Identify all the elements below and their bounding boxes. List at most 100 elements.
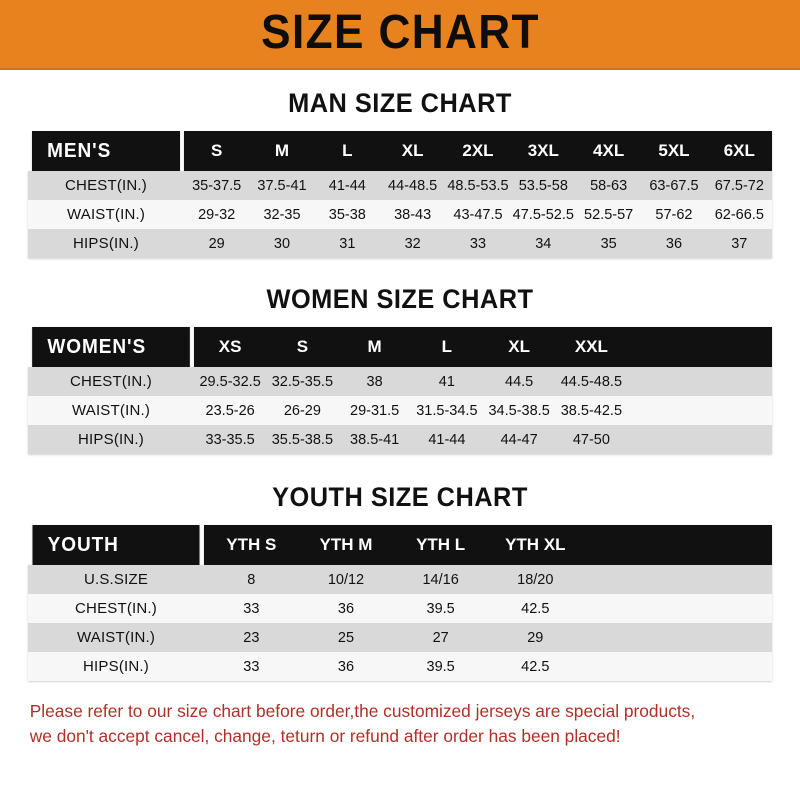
men-cell: 32: [379, 229, 446, 258]
women-table-header: WOMEN'S XS S M L XL XXL: [28, 327, 772, 367]
men-cell: 32-35: [249, 200, 315, 229]
youth-cell: 42.5: [487, 652, 583, 681]
men-cell: 37.5-41: [249, 171, 315, 200]
women-column-header: XS: [194, 327, 267, 367]
table-row: HIPS(IN.) 33 36 39.5 42.5: [28, 652, 772, 681]
youth-column-header: YTH L: [393, 525, 488, 565]
youth-cell: 25: [298, 623, 394, 652]
men-cell: 34: [510, 229, 576, 258]
men-column-header: M: [249, 131, 315, 171]
youth-cell: 33: [204, 594, 299, 623]
women-cell: [627, 396, 700, 425]
women-size-table: WOMEN'S XS S M L XL XXL CHEST(IN.) 29.5-32.5 32.…: [28, 327, 772, 454]
men-column-header: XL: [379, 131, 446, 171]
youth-cell: 10/12: [298, 565, 394, 594]
men-column-header: S: [184, 131, 250, 171]
youth-cell: 29: [487, 623, 583, 652]
table-row: HIPS(IN.) 29 30 31 32 33 34 35 36 37: [28, 229, 772, 258]
women-cell: 38.5-42.5: [555, 396, 628, 425]
men-column-header: 4XL: [575, 131, 642, 171]
men-cell: 38-43: [379, 200, 446, 229]
women-cell: 33-35.5: [194, 425, 267, 454]
youth-cell: [582, 565, 678, 594]
women-header-row: WOMEN'S XS S M L XL XXL: [28, 327, 772, 367]
youth-header-label: YOUTH: [32, 525, 200, 565]
women-cell: [699, 425, 772, 454]
men-cell: 47.5-52.5: [510, 200, 576, 229]
women-section-title: WOMEN SIZE CHART: [266, 284, 534, 314]
men-header-row: MEN'S S M L XL 2XL 3XL 4XL 5XL 6XL: [28, 131, 772, 171]
youth-cell: 23: [204, 623, 299, 652]
men-column-header: 6XL: [706, 131, 772, 171]
women-row-label: WAIST(IN.): [28, 396, 194, 425]
women-cell: 44-47: [483, 425, 556, 454]
youth-header-row: YOUTH YTH S YTH M YTH L YTH XL: [28, 525, 772, 565]
men-cell: 58-63: [575, 171, 642, 200]
youth-column-header: YTH XL: [487, 525, 583, 565]
youth-cell: 39.5: [393, 594, 488, 623]
youth-table-body: U.S.SIZE 8 10/12 14/16 18/20 CHEST(IN.) 33 36 39…: [28, 565, 772, 681]
women-cell: 41: [410, 367, 483, 396]
women-cell: 38.5-41: [338, 425, 411, 454]
youth-cell: 27: [393, 623, 488, 652]
women-column-header: [699, 327, 772, 367]
youth-cell: [582, 623, 678, 652]
women-cell: 44.5: [483, 367, 556, 396]
men-cell: 29-32: [184, 200, 250, 229]
youth-row-label: WAIST(IN.): [28, 623, 204, 652]
table-row: CHEST(IN.) 29.5-32.5 32.5-35.5 38 41 44.5 44.5…: [28, 367, 772, 396]
women-cell: 26-29: [266, 396, 339, 425]
women-column-header: XXL: [555, 327, 628, 367]
table-row: U.S.SIZE 8 10/12 14/16 18/20: [28, 565, 772, 594]
women-table-body: CHEST(IN.) 29.5-32.5 32.5-35.5 38 41 44.5 44.5…: [28, 367, 772, 454]
youth-cell: 14/16: [393, 565, 488, 594]
men-cell: 35-37.5: [184, 171, 250, 200]
women-cell: [699, 396, 772, 425]
table-row: WAIST(IN.) 29-32 32-35 35-38 38-43 43-47.5 47.…: [28, 200, 772, 229]
youth-cell: 42.5: [487, 594, 583, 623]
table-row: WAIST(IN.) 23.5-26 26-29 29-31.5 31.5-34.5 34…: [28, 396, 772, 425]
youth-column-header: [677, 525, 772, 565]
women-cell: 47-50: [555, 425, 628, 454]
men-section-title: MAN SIZE CHART: [288, 88, 512, 118]
women-row-label: HIPS(IN.): [28, 425, 194, 454]
youth-cell: 39.5: [393, 652, 488, 681]
youth-cell: 33: [204, 652, 299, 681]
men-cell: 35: [575, 229, 642, 258]
women-header-label: WOMEN'S: [32, 327, 190, 367]
women-cell: 44.5-48.5: [555, 367, 628, 396]
youth-row-label: U.S.SIZE: [28, 565, 204, 594]
women-cell: 32.5-35.5: [266, 367, 339, 396]
men-column-header: 2XL: [445, 131, 511, 171]
table-row: HIPS(IN.) 33-35.5 35.5-38.5 38.5-41 41-44 44-…: [28, 425, 772, 454]
men-size-table: MEN'S S M L XL 2XL 3XL 4XL 5XL 6XL CHEST(IN.) 35-3…: [28, 131, 772, 258]
women-cell: 34.5-38.5: [483, 396, 556, 425]
women-cell: 35.5-38.5: [266, 425, 339, 454]
men-cell: 52.5-57: [575, 200, 642, 229]
men-row-label: CHEST(IN.): [28, 171, 184, 200]
women-cell: [627, 425, 700, 454]
women-cell: 29-31.5: [338, 396, 411, 425]
men-column-header: 3XL: [510, 131, 576, 171]
women-column-header: [627, 327, 700, 367]
youth-cell: [677, 652, 772, 681]
page-banner: SIZE CHART: [0, 0, 800, 70]
women-cell: 23.5-26: [194, 396, 267, 425]
youth-row-label: CHEST(IN.): [28, 594, 204, 623]
women-cell: 31.5-34.5: [410, 396, 483, 425]
youth-cell: [677, 594, 772, 623]
youth-column-header: YTH M: [298, 525, 394, 565]
table-row: CHEST(IN.) 35-37.5 37.5-41 41-44 44-48.5 48.5…: [28, 171, 772, 200]
women-cell: [627, 367, 700, 396]
men-column-header: 5XL: [641, 131, 707, 171]
men-cell: 41-44: [314, 171, 380, 200]
women-column-header: S: [266, 327, 339, 367]
youth-cell: [677, 623, 772, 652]
women-column-header: L: [410, 327, 483, 367]
order-policy-note-line-1: Please refer to our size chart before or…: [29, 701, 696, 721]
men-cell: 63-67.5: [641, 171, 707, 200]
youth-section-title: YOUTH SIZE CHART: [272, 482, 528, 512]
men-row-label: WAIST(IN.): [28, 200, 184, 229]
men-cell: 35-38: [314, 200, 380, 229]
men-cell: 33: [445, 229, 511, 258]
